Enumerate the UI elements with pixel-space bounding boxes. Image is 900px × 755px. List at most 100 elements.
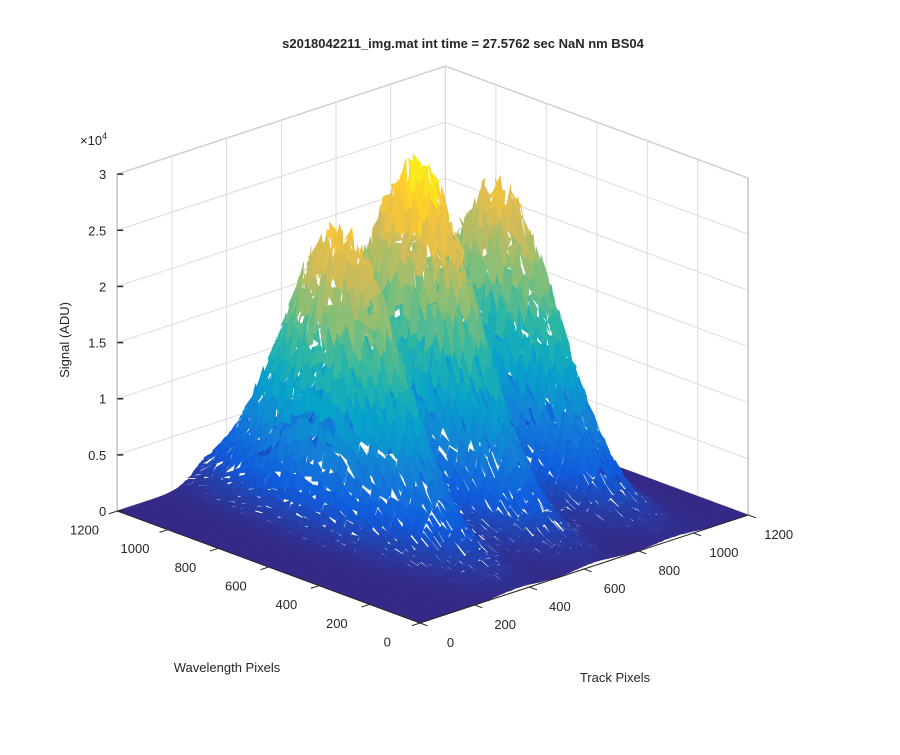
surface-cell bbox=[394, 189, 406, 235]
z-tick-label: 1.5 bbox=[88, 336, 106, 351]
surface-cell bbox=[256, 437, 268, 454]
y-tick-label: 600 bbox=[225, 578, 247, 593]
surface-cell bbox=[328, 504, 340, 522]
surface-cell bbox=[516, 281, 528, 324]
grid-line bbox=[445, 65, 749, 179]
surface-cell bbox=[311, 456, 323, 482]
y-tick-mark bbox=[159, 529, 168, 533]
surface-cell bbox=[263, 426, 275, 453]
z-tick-label: 2 bbox=[99, 279, 106, 294]
y-tick-label: 800 bbox=[175, 560, 197, 575]
surface-cell bbox=[495, 293, 507, 341]
surface-cell bbox=[357, 358, 369, 394]
surface-cell bbox=[333, 519, 345, 536]
y-tick-mark bbox=[411, 622, 421, 627]
surface-cell bbox=[327, 536, 339, 547]
surface-cell bbox=[187, 475, 200, 479]
surface-cell bbox=[313, 494, 325, 514]
surface-cell bbox=[486, 200, 498, 235]
surface-cell bbox=[414, 237, 426, 277]
x-tick-label: 200 bbox=[494, 617, 516, 632]
surface-cell bbox=[309, 412, 321, 438]
x-axis-label: Track Pixels bbox=[580, 670, 651, 685]
x-tick-label: 0 bbox=[447, 635, 454, 650]
surface-cell bbox=[486, 234, 498, 294]
surface-cell bbox=[244, 509, 256, 517]
z-tick-label: 0 bbox=[99, 504, 106, 519]
surface-cell bbox=[368, 304, 380, 325]
surface-cell bbox=[398, 311, 410, 341]
surface-cell bbox=[237, 488, 249, 498]
surface-cell bbox=[432, 252, 444, 287]
surface-cell bbox=[300, 289, 312, 318]
grid-line bbox=[445, 121, 749, 235]
surface-cell bbox=[215, 451, 228, 464]
y-tick-label: 0 bbox=[384, 634, 391, 649]
x-tick-mark bbox=[474, 604, 483, 609]
x-tick-mark bbox=[638, 550, 647, 555]
surface-cell bbox=[294, 330, 306, 379]
surface-cell bbox=[483, 194, 496, 212]
chart-title: s2018042211_img.mat int time = 27.5762 s… bbox=[282, 36, 644, 51]
x-tick-mark bbox=[529, 586, 538, 591]
surface-cell bbox=[252, 486, 264, 498]
y-tick-mark bbox=[310, 585, 320, 589]
surface-cell bbox=[313, 264, 325, 278]
surface-cell bbox=[309, 339, 321, 371]
surface-cell bbox=[227, 494, 239, 502]
y-tick-mark bbox=[361, 603, 370, 608]
y-axis-label: Wavelength Pixels bbox=[174, 660, 281, 675]
surface-cell bbox=[266, 402, 278, 439]
z-tick-label: 2.5 bbox=[88, 223, 106, 238]
z-tick-label: 3 bbox=[99, 167, 106, 182]
surface-cell bbox=[287, 526, 299, 535]
y-tick-mark bbox=[209, 547, 219, 552]
surface-cell bbox=[192, 477, 205, 483]
surface-cell bbox=[197, 479, 209, 486]
y-tick-label: 1000 bbox=[121, 541, 150, 556]
y-tick-label: 400 bbox=[276, 597, 298, 612]
surface-cell bbox=[319, 392, 331, 424]
surface-cell bbox=[271, 420, 283, 453]
surface-cell bbox=[506, 312, 518, 322]
grid-line bbox=[117, 121, 446, 231]
x-tick-mark bbox=[693, 532, 702, 537]
x-tick-label: 400 bbox=[549, 599, 571, 614]
y-tick-label: 200 bbox=[326, 616, 348, 631]
y-tick-mark bbox=[108, 510, 118, 515]
y-tick-mark bbox=[260, 566, 269, 571]
y-tick-label: 1200 bbox=[70, 522, 99, 537]
x-tick-mark bbox=[419, 622, 428, 627]
z-exponent-label: ×104 bbox=[80, 131, 107, 148]
x-tick-label: 800 bbox=[658, 563, 680, 578]
surface-cell bbox=[409, 196, 421, 240]
grid-line bbox=[117, 65, 446, 175]
x-tick-label: 1200 bbox=[764, 527, 793, 542]
surface-cell bbox=[363, 323, 375, 350]
z-tick-label: 1 bbox=[99, 392, 106, 407]
surface-cell bbox=[522, 218, 535, 239]
z-axis-label: Signal (ADU) bbox=[57, 302, 72, 378]
z-tick-label: 0.5 bbox=[88, 448, 106, 463]
surface-cell bbox=[247, 402, 258, 418]
surface-cell bbox=[190, 468, 203, 477]
surface-cell bbox=[231, 501, 244, 509]
surface-cell bbox=[204, 493, 216, 500]
x-tick-mark bbox=[583, 568, 592, 573]
x-tick-label: 600 bbox=[604, 581, 626, 596]
surface-cell bbox=[517, 220, 529, 261]
surface-cell bbox=[344, 226, 355, 252]
x-tick-label: 1000 bbox=[710, 545, 739, 560]
x-tick-mark bbox=[748, 514, 756, 519]
surface-cell bbox=[453, 231, 465, 267]
surface-cell bbox=[475, 250, 487, 290]
surface-cell bbox=[415, 398, 427, 423]
surface-cell bbox=[246, 414, 258, 437]
surface-cell bbox=[366, 315, 378, 333]
surface-cell bbox=[476, 203, 488, 235]
surface-cell bbox=[424, 220, 436, 255]
surface-mesh bbox=[116, 153, 750, 624]
surface-cell bbox=[300, 246, 312, 288]
